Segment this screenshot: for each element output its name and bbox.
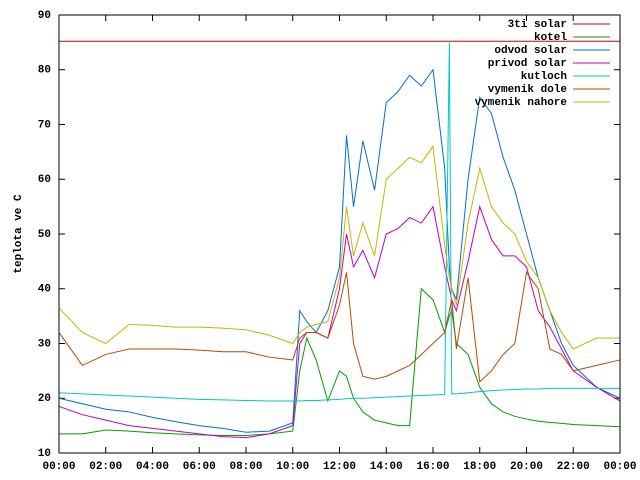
series-line xyxy=(58,271,621,383)
y-tick-label: 70 xyxy=(38,119,51,131)
x-tick-label: 16:00 xyxy=(416,461,449,473)
x-tick-label: 00:00 xyxy=(42,461,75,473)
x-tick-label: 06:00 xyxy=(183,461,216,473)
y-axis-label: teplota ve C xyxy=(13,194,25,274)
x-tick-label: 02:00 xyxy=(89,461,122,473)
y-tick-label: 60 xyxy=(38,174,51,186)
x-tick-label: 04:00 xyxy=(136,461,169,473)
y-tick-label: 80 xyxy=(38,65,51,77)
legend-label: vymenik nahore xyxy=(475,97,568,109)
x-tick-label: 14:00 xyxy=(370,461,403,473)
y-tick-label: 50 xyxy=(38,229,51,241)
x-tick-label: 18:00 xyxy=(463,461,496,473)
y-tick-label: 10 xyxy=(38,448,51,460)
x-tick-label: 20:00 xyxy=(510,461,543,473)
legend-label: kutloch xyxy=(521,71,567,83)
series-line xyxy=(58,42,620,402)
series-line xyxy=(58,145,620,350)
x-tick-label: 08:00 xyxy=(229,461,262,473)
series-line xyxy=(58,204,621,439)
legend-label: vymenik dole xyxy=(488,84,568,96)
legend-label: privod solar xyxy=(488,58,567,70)
legend-label: odvod solar xyxy=(494,45,567,57)
plot-border xyxy=(58,14,621,454)
x-tick-label: 12:00 xyxy=(323,461,356,473)
y-tick-label: 20 xyxy=(38,393,51,405)
series-line xyxy=(58,68,621,433)
x-tick-label: 00:00 xyxy=(603,461,636,473)
legend-label: kotel xyxy=(534,32,567,44)
x-tick-label: 22:00 xyxy=(557,461,590,473)
legend-label: 3ti solar xyxy=(508,19,567,31)
y-tick-label: 40 xyxy=(38,284,51,296)
y-tick-label: 90 xyxy=(38,10,51,22)
x-tick-label: 10:00 xyxy=(276,461,309,473)
y-tick-label: 30 xyxy=(38,338,51,350)
